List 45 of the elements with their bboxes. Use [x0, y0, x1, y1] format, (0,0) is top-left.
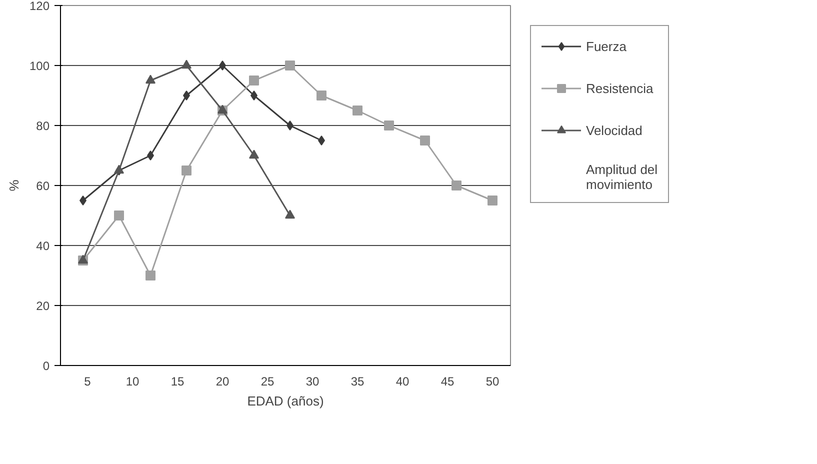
legend-label: Velocidad: [586, 122, 642, 138]
x-tick-label: 45: [440, 374, 454, 388]
point: [80, 196, 86, 206]
point: [420, 136, 430, 146]
point: [250, 90, 258, 100]
point: [182, 166, 192, 176]
point: [352, 106, 362, 116]
point: [452, 180, 462, 190]
point: [146, 270, 156, 280]
point: [249, 76, 259, 86]
y-axis-title: %: [6, 179, 22, 192]
y-tick-label: 120: [29, 0, 50, 13]
point: [285, 60, 295, 70]
x-tick-label: 20: [216, 374, 230, 388]
point: [318, 136, 325, 146]
x-tick-label: 35: [350, 374, 364, 388]
y-tick-label: 40: [36, 239, 50, 253]
point: [147, 150, 154, 160]
x-tick-label: 50: [486, 374, 500, 388]
x-tick-label: 30: [306, 374, 320, 388]
point: [316, 90, 326, 100]
legend-label: Fuerza: [586, 38, 626, 54]
point: [285, 210, 295, 219]
text: Amplitud del movimiento: [586, 162, 658, 192]
x-axis-title: EDAD (años): [247, 394, 324, 408]
y-tick-label: 100: [29, 59, 50, 73]
point: [384, 120, 394, 130]
point: [114, 210, 124, 220]
y-tick-label: 0: [42, 359, 50, 373]
point: [183, 90, 190, 100]
point: [219, 60, 226, 70]
x-tick-label: 40: [396, 374, 410, 388]
x-tick-label: 5: [84, 374, 92, 388]
x-tick-label: 25: [260, 374, 274, 388]
point: [286, 120, 294, 130]
point: [488, 196, 498, 206]
x-tick-label: 10: [126, 374, 140, 388]
point: [249, 150, 259, 159]
legend-label: Resistencia: [586, 80, 654, 96]
y-tick-label: 20: [36, 299, 50, 313]
y-tick-label: 80: [36, 119, 50, 133]
x-tick-label: 15: [170, 374, 184, 388]
y-tick-label: 60: [36, 179, 50, 193]
point: [182, 60, 192, 69]
point: [146, 74, 156, 84]
